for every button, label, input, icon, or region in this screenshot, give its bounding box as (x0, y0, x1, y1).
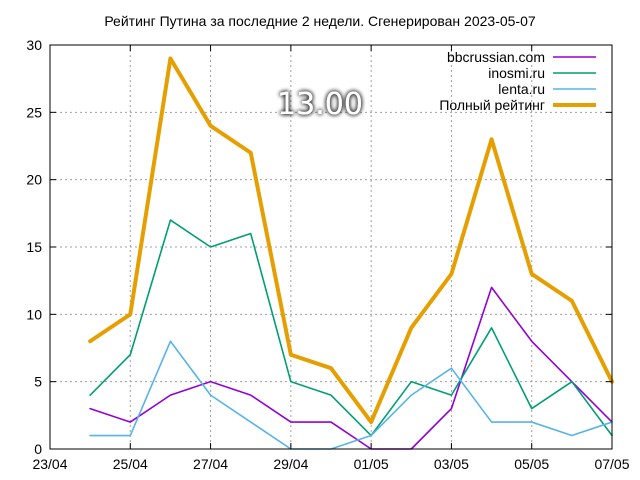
y-tick-label: 30 (26, 37, 42, 53)
y-tick-label: 15 (26, 239, 42, 255)
chart-title: Рейтинг Путина за последние 2 недели. Сг… (104, 13, 536, 29)
current-rating-value: 13.00 (277, 87, 363, 122)
series-line-2 (89, 340, 613, 450)
grid (50, 45, 612, 449)
legend-label: Полный рейтинг (439, 97, 545, 113)
x-tick-label: 05/05 (514, 456, 549, 472)
x-tick-label: 01/05 (354, 456, 389, 472)
legend-label: inosmi.ru (488, 65, 545, 81)
x-tick-label: 29/04 (273, 456, 308, 472)
y-tick-label: 5 (34, 374, 42, 390)
x-tick-label: 07/05 (594, 456, 629, 472)
x-tick-label: 03/05 (434, 456, 469, 472)
y-tick-label: 25 (26, 104, 42, 120)
y-tick-label: 0 (34, 441, 42, 457)
series-line-3 (88, 56, 614, 425)
x-tick-label: 25/04 (113, 456, 148, 472)
series-lines (88, 56, 614, 450)
y-tick-label: 20 (26, 172, 42, 188)
axis-ticks: 0 5 10 15 20 25 30 23/04 25/04 27/04 29/04 01/05 03/… (26, 37, 629, 472)
legend-label: lenta.ru (498, 81, 545, 97)
x-tick-label: 23/04 (32, 456, 67, 472)
y-tick-label: 10 (26, 306, 42, 322)
series-line-0 (89, 286, 613, 450)
x-tick-label: 27/04 (193, 456, 228, 472)
series-line-1 (89, 219, 613, 437)
legend-label: bbcrussian.com (447, 49, 545, 65)
